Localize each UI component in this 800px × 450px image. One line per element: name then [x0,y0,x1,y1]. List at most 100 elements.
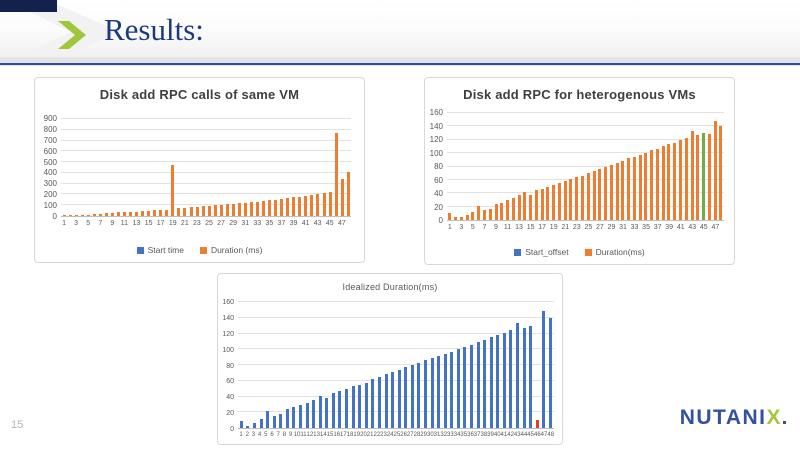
x-tick-label: 13 [313,432,320,438]
bar-slot [291,119,297,216]
bar-slot [188,119,194,216]
bar-slot [516,113,522,220]
bar [546,186,550,220]
bar [334,133,338,216]
x-tick-label: 15 [526,224,535,231]
x-tick-label: 47 [337,220,346,227]
chart-title: Disk add RPC calls of same VM [99,87,300,102]
bar-slot [501,302,508,428]
gridline [447,152,724,154]
plot-area [238,301,554,429]
x-tick-label: 4 [257,432,262,438]
x-tick-label: 47 [540,432,548,438]
x-tick-label: 30 [426,432,434,438]
gridline [447,125,724,127]
x-tick-label: 37 [653,224,662,231]
page-number: 15 [11,419,24,431]
bar-slot [402,302,409,428]
bar [580,175,584,220]
bar [338,391,342,428]
bar-slot [238,302,245,428]
bar-slot [345,119,351,216]
chart-idealized-duration: Idealized Duration(ms) 0 20 40 60 80 100 120 14… [217,273,563,445]
gridline [238,395,554,397]
bar [358,384,362,428]
x-tick-label: 27 [406,432,414,438]
bar [650,150,654,220]
bar-slot [475,302,482,428]
bar-slot [343,302,350,428]
bar-slot [251,302,258,428]
x-tick-label: 16 [333,432,341,438]
bar-slot [277,302,284,428]
x-tick-label: 46 [533,432,541,438]
bar [454,217,458,220]
bar-slot [649,113,655,220]
bar-slot [701,113,707,220]
bar-series [61,119,351,216]
bar-slot [643,113,649,220]
bar-slot [468,302,475,428]
bar-slot [626,113,632,220]
bar-slot [97,119,103,216]
bar-slot [712,113,718,220]
bar-slot [271,302,278,428]
bar-slot [182,119,188,216]
bar [207,205,211,216]
bar-slot [389,302,396,428]
bar-slot [539,113,545,220]
y-tick-label: 0 [230,426,234,433]
x-tick-label: 25 [393,432,401,438]
x-tick-label: 34 [453,432,461,438]
x-tick-label: 12 [306,432,314,438]
bar-slot [91,119,97,216]
logo-text-main: NUTANI [679,406,767,429]
bar-slot [527,302,534,428]
bar [225,204,229,216]
bar-slot [61,119,67,216]
x-tick-label: 2 [245,432,249,438]
bar-slot [481,302,488,428]
bar [644,153,648,220]
x-tick-label: 27 [595,224,604,231]
legend-item: Start_offset [514,247,569,257]
bar [522,328,526,428]
y-tick-label: 60 [226,378,234,386]
legend-item: Duration (ms) [199,245,262,255]
bar [569,178,573,220]
bar-slot [522,113,528,220]
y-tick-label: 300 [43,179,57,189]
bar [667,144,671,220]
gridline [238,411,554,413]
bar [609,164,613,220]
x-tick-label: 31 [433,432,441,438]
bar-slot [718,113,724,220]
bar-slot [416,302,423,428]
bar-slot [435,302,442,428]
bar [673,143,677,220]
bar-slot [383,302,390,428]
x-tick-label: 47 [711,224,720,231]
bar-slot [528,113,534,220]
x-tick-label: 20 [360,432,367,438]
bar [177,207,181,216]
x-tick-label: 27 [217,220,225,227]
bar-slot [603,113,609,220]
x-axis: 1 2 3 4 5 6 7 8 9 10 11 12 13 14 15 16 17 18 19 20 21 22 23 24 2… [238,432,554,438]
y-tick-label: 80 [226,362,234,370]
gridline [238,316,554,318]
bar [430,357,434,428]
x-tick-label: 1 [447,224,452,231]
bar [404,367,408,428]
y-tick-label: 120 [222,330,234,338]
gridline [61,193,351,195]
bar [443,353,447,428]
x-axis: 1 3 5 7 9 11 13 15 17 19 21 23 25 27 29 31 33 35 37 39 41 43 4… [444,224,721,231]
y-tick-label: 20 [434,202,443,212]
bar [268,200,272,216]
logo-dot [783,421,786,424]
bar-slot [521,302,528,428]
bar-slot [350,302,357,428]
x-tick-label: 48 [547,432,555,438]
y-tick-label: 140 [429,121,443,131]
